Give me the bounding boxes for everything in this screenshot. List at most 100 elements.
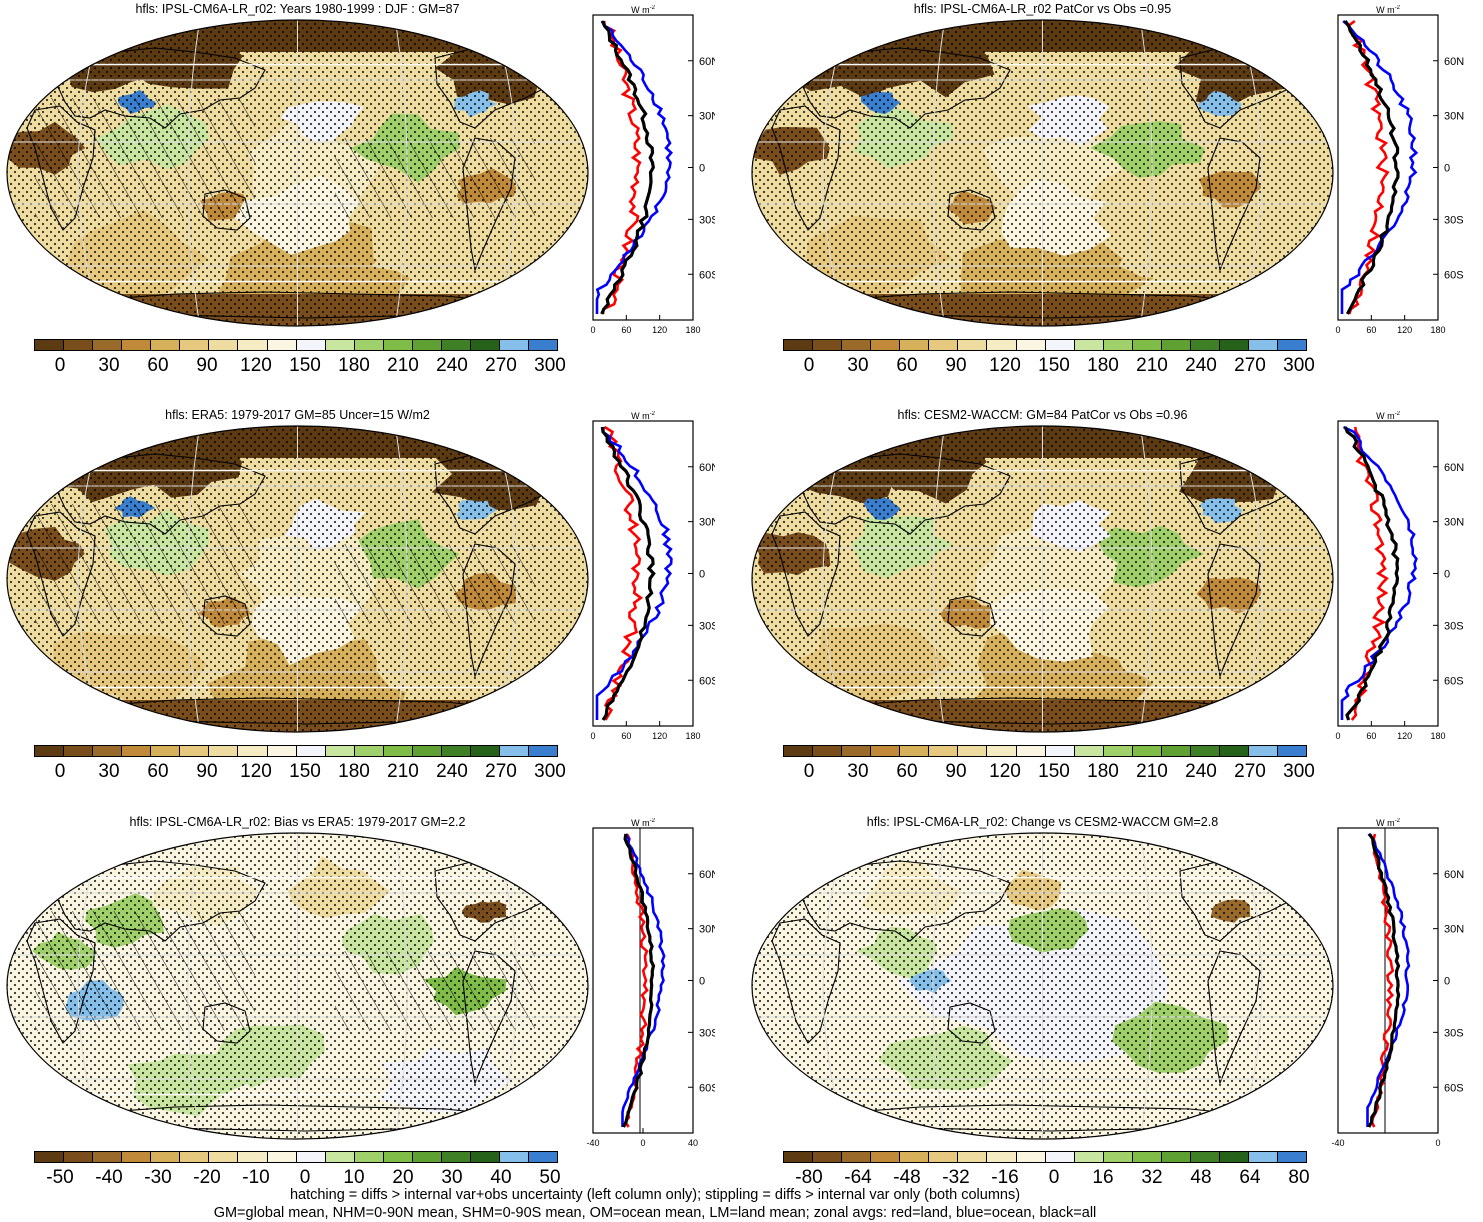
colorbar-swatch [958, 746, 988, 756]
colorbar-swatch [238, 340, 268, 350]
colorbar-swatch [1103, 340, 1133, 350]
colorbar-swatch [296, 746, 326, 756]
zonal-tick-label: 120 [652, 731, 667, 741]
colorbar-swatch [842, 1152, 872, 1162]
colorbar-tick-label: 60 [147, 355, 169, 376]
zonal-tick-label: 180 [1430, 325, 1445, 335]
colorbar-swatch [1045, 746, 1075, 756]
lat-tick-label: 0 [1444, 163, 1450, 175]
lat-tick-label: 60S [699, 675, 715, 687]
colorbar-swatch [383, 340, 413, 350]
colorbar-tick-label: 270 [485, 761, 517, 782]
colorbar-2 [783, 339, 1307, 351]
map-border [6, 19, 589, 327]
lat-tick-label: 30N [1444, 924, 1464, 936]
zonal-line-ocean [1340, 425, 1418, 720]
colorbar-tick-label: 48 [1190, 1167, 1212, 1188]
colorbar-swatch [238, 1152, 268, 1162]
colorbar-swatch [209, 340, 239, 350]
lat-tick-label: 60S [699, 269, 715, 281]
coastline [52, 453, 266, 535]
zonal-panel-1: W m-2 60N 30N 0 30S 60S 0 60 120 180 [590, 5, 715, 335]
colorbar-tick-label: -32 [942, 1167, 970, 1188]
map-panel-1 [6, 19, 589, 327]
map-panel-6 [751, 832, 1334, 1140]
colorbar-swatch [987, 340, 1017, 350]
colorbar-4 [783, 745, 1307, 757]
colorbar-tick-label: -30 [144, 1167, 172, 1188]
map-panel-3 [6, 425, 589, 733]
colorbar-tick-label: -80 [795, 1167, 823, 1188]
colorbar-swatch [1278, 1152, 1307, 1162]
zonal-frame [592, 420, 694, 727]
colorbar-swatch [180, 1152, 210, 1162]
colorbar-swatch [1016, 340, 1046, 350]
colorbar-labels-4: 0 30 60 90 120 150 180 210 240 270 300 [789, 761, 1319, 783]
footer-line-1: hatching = diffs > internal var+obs unce… [289, 1187, 1021, 1203]
colorbar-swatch [784, 340, 814, 350]
colorbar-tick-label: 180 [338, 761, 370, 782]
colorbar-swatch [1074, 340, 1104, 350]
lat-tick-label: 30S [1444, 214, 1464, 226]
coastline [52, 47, 266, 129]
colorbar-swatch [1219, 340, 1249, 350]
zonal-line-ocean [595, 20, 673, 314]
colorbar-swatch [151, 340, 181, 350]
colorbar-tick-label: -50 [46, 1167, 74, 1188]
coastline [797, 860, 1011, 942]
zonal-tick-label: 120 [1397, 731, 1412, 741]
colorbar-tick-label: 50 [539, 1167, 561, 1188]
zonal-tick-label: 0 [640, 1138, 645, 1148]
colorbar-tick-label: 300 [534, 761, 566, 782]
colorbar-labels-1: 0 30 60 90 120 150 180 210 240 270 300 [40, 355, 570, 377]
zonal-tick-label: 180 [685, 731, 700, 741]
colorbar-swatch [1219, 1152, 1249, 1162]
colorbar-swatch [64, 340, 94, 350]
zonal-tick-label: 60 [621, 325, 631, 335]
colorbar-tick-label: 0 [1048, 1167, 1060, 1188]
colorbar-swatch [1161, 340, 1191, 350]
zonal-frame [592, 14, 694, 321]
zonal-panel-5: W m-2 60N 30N 0 30S 60S -40 0 40 [586, 818, 715, 1148]
zonal-panel-3: W m-2 60N 30N 0 30S 60S 0 60 120 180 [590, 411, 715, 741]
colorbar-swatch [529, 746, 558, 756]
map-panel-4 [751, 425, 1334, 733]
zonal-units: W m-2 [631, 5, 655, 15]
colorbar-tick-label: 180 [1087, 355, 1119, 376]
colorbar-swatch [1103, 1152, 1133, 1162]
colorbar-tick-label: 10 [343, 1167, 365, 1188]
lat-tick-label: 0 [1444, 569, 1450, 581]
colorbar-tick-label: -16 [991, 1167, 1019, 1188]
colorbar-swatch [383, 1152, 413, 1162]
colorbar-swatch [958, 1152, 988, 1162]
colorbar-swatch [354, 746, 384, 756]
lat-tick-label: 60S [699, 1082, 715, 1094]
lat-tick-label: 0 [1444, 976, 1450, 988]
colorbar-swatch [871, 746, 901, 756]
colorbar-swatch [93, 1152, 123, 1162]
colorbar-tick-label: 60 [896, 355, 918, 376]
colorbar-swatch [93, 340, 123, 350]
lat-tick-label: 30S [1444, 620, 1464, 632]
colorbar-tick-label: 150 [289, 355, 321, 376]
coastline [1207, 950, 1261, 1085]
coastline [947, 595, 996, 637]
colorbar-tick-label: 120 [240, 761, 272, 782]
colorbar-swatch [1045, 340, 1075, 350]
map-border [751, 832, 1334, 1140]
colorbar-swatch [842, 340, 872, 350]
colorbar-tick-label: 120 [240, 355, 272, 376]
colorbar-swatch [1074, 1152, 1104, 1162]
colorbar-tick-label: 0 [803, 355, 815, 376]
colorbar-tick-label: 150 [289, 761, 321, 782]
colorbar-tick-label: 60 [896, 761, 918, 782]
colorbar-swatch [64, 746, 94, 756]
colorbar-swatch [1132, 746, 1162, 756]
coastline [771, 105, 841, 231]
zonal-tick-label: 120 [652, 325, 667, 335]
colorbar-swatch [412, 340, 442, 350]
colorbar-swatch [354, 1152, 384, 1162]
lat-tick-label: 0 [699, 163, 705, 175]
zonal-tick-label: -40 [1331, 1138, 1344, 1148]
coastline [202, 595, 251, 637]
